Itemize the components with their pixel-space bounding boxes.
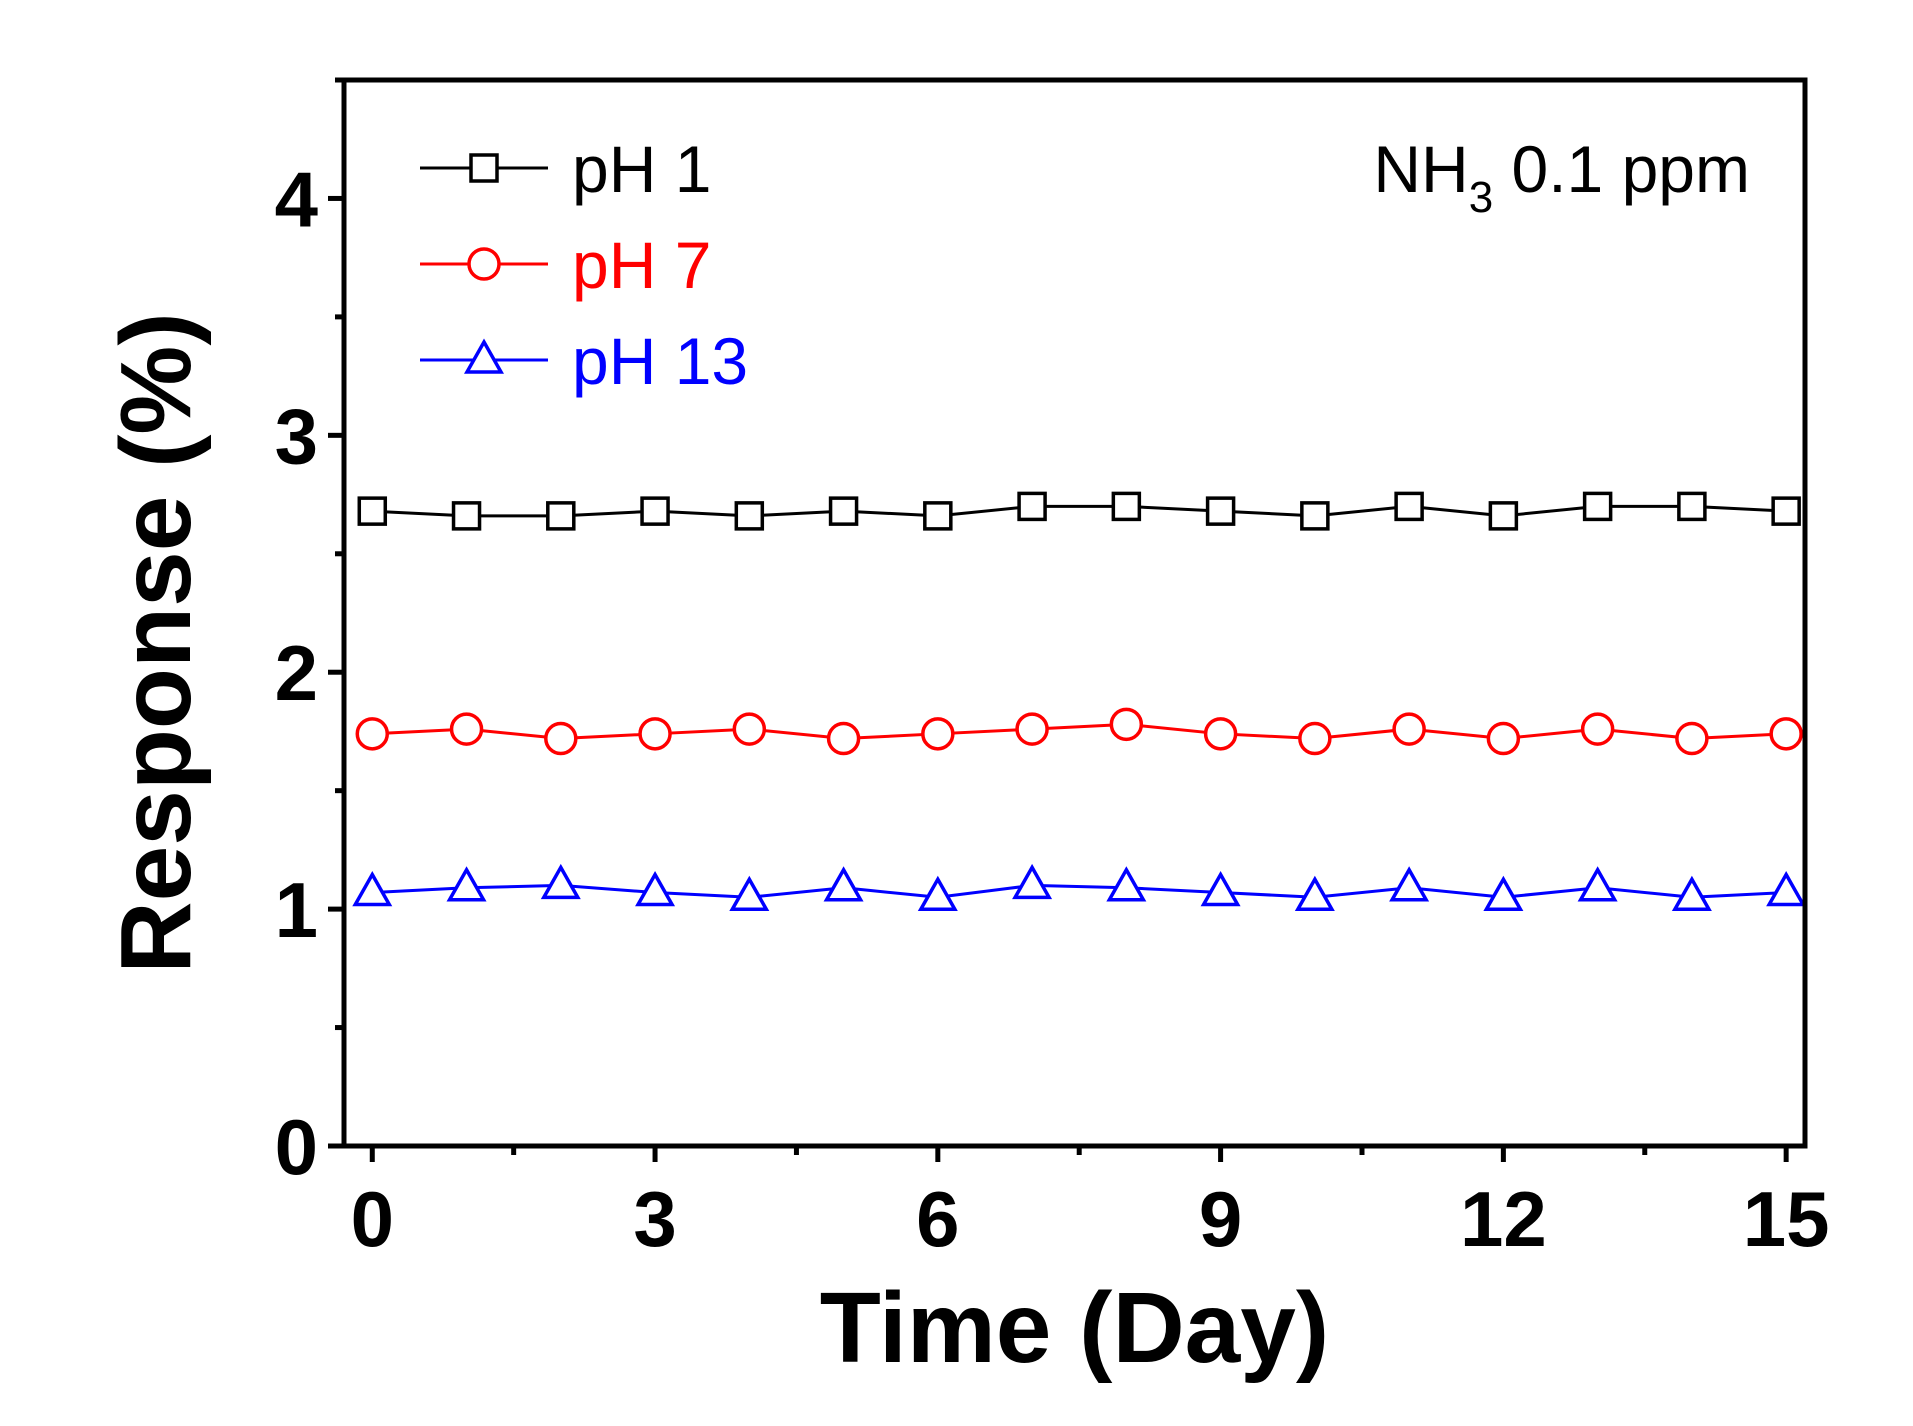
- plot-area-frame: [341, 77, 1808, 1149]
- legend-entry-ph-13: pH 13: [420, 324, 748, 398]
- data-point-ph-7: [1675, 721, 1709, 756]
- data-point-ph-7: [1580, 712, 1615, 746]
- data-point-ph-13: [1106, 866, 1147, 902]
- data-point-ph-1: [451, 501, 482, 531]
- x-tick-label: 3: [633, 1175, 676, 1263]
- data-point-ph-13: [1294, 875, 1335, 912]
- legend-marker-ph-7: [467, 247, 501, 281]
- series-layer: [352, 491, 1807, 912]
- series-ph-7: [355, 707, 1803, 756]
- data-point-ph-13: [446, 866, 487, 902]
- data-point-ph-13: [1200, 870, 1241, 907]
- data-point-ph-1: [546, 501, 576, 531]
- series-ph-13: [352, 863, 1807, 912]
- y-tick-label: 2: [275, 629, 318, 717]
- legend-label-ph-7: pH 7: [572, 228, 711, 302]
- legend-entry-ph-7: pH 7: [420, 228, 711, 302]
- gas-concentration-annotation: NH3 0.1 ppm: [1373, 132, 1750, 222]
- data-point-ph-1: [1205, 496, 1236, 526]
- data-point-ph-1: [1300, 501, 1330, 531]
- series-line-ph-13: [372, 883, 1787, 899]
- data-point-ph-1: [1771, 496, 1801, 526]
- data-point-ph-7: [826, 721, 861, 756]
- data-point-ph-13: [1766, 870, 1807, 907]
- data-point-ph-13: [1483, 875, 1524, 912]
- data-point-ph-13: [823, 866, 864, 902]
- legend-marker-ph-13: [463, 338, 505, 374]
- data-point-ph-13: [635, 870, 676, 907]
- legend-marker-ph-1: [469, 153, 499, 183]
- legend-label-ph-13: pH 13: [572, 324, 748, 398]
- data-point-ph-7: [1486, 721, 1521, 756]
- series-line-ph-1: [372, 504, 1787, 518]
- data-point-ph-1: [1488, 501, 1519, 531]
- annotation-subscript: 3: [1469, 173, 1493, 222]
- data-point-ph-1: [1111, 491, 1142, 522]
- data-point-ph-7: [638, 717, 672, 751]
- data-point-ph-1: [734, 501, 765, 531]
- data-point-ph-1: [640, 496, 670, 526]
- data-point-ph-13: [729, 875, 770, 912]
- y-tick-label: 1: [275, 866, 318, 954]
- data-point-ph-7: [1109, 707, 1144, 742]
- y-tick-label: 3: [275, 392, 318, 480]
- annotation-rest: 0.1 ppm: [1493, 132, 1750, 206]
- data-point-ph-13: [1389, 866, 1430, 902]
- data-point-ph-13: [1671, 875, 1712, 912]
- data-point-ph-7: [732, 712, 767, 746]
- data-point-ph-7: [1203, 717, 1238, 751]
- data-point-ph-1: [828, 496, 859, 526]
- data-point-ph-1: [357, 496, 388, 526]
- data-point-ph-7: [1298, 721, 1332, 756]
- data-point-ph-13: [540, 863, 581, 900]
- x-tick-label: 6: [916, 1175, 959, 1263]
- data-point-ph-13: [1577, 866, 1618, 902]
- legend-entry-ph-1: pH 1: [420, 132, 711, 206]
- data-point-ph-7: [1392, 712, 1426, 746]
- y-axis-title: Response (%): [100, 312, 212, 973]
- x-tick-label: 15: [1743, 1175, 1830, 1263]
- data-point-ph-13: [917, 875, 958, 912]
- x-tick-label: 9: [1199, 1175, 1242, 1263]
- y-tick-label: 4: [275, 155, 318, 243]
- data-point-ph-13: [352, 870, 393, 907]
- data-point-ph-7: [1769, 717, 1803, 751]
- legend-label-ph-1: pH 1: [572, 132, 711, 206]
- data-point-ph-7: [1015, 712, 1049, 746]
- y-tick-label: 0: [275, 1103, 318, 1191]
- annotation-main: NH: [1373, 132, 1468, 206]
- data-point-ph-1: [1017, 491, 1047, 522]
- data-point-ph-13: [1012, 863, 1053, 900]
- x-tick-label: 12: [1460, 1175, 1547, 1263]
- series-ph-1: [357, 491, 1801, 531]
- data-point-ph-1: [1394, 491, 1424, 522]
- data-point-ph-1: [923, 501, 953, 531]
- legend: pH 1 pH 7 pH 13: [420, 132, 748, 398]
- series-line-ph-7: [372, 722, 1787, 741]
- data-point-ph-7: [921, 717, 955, 751]
- data-point-ph-7: [355, 717, 390, 751]
- x-axis-title: Time (Day): [820, 1272, 1329, 1384]
- data-point-ph-7: [449, 712, 484, 746]
- data-point-ph-1: [1677, 491, 1707, 522]
- data-point-ph-7: [544, 721, 578, 756]
- x-tick-label: 0: [351, 1175, 394, 1263]
- data-point-ph-1: [1582, 491, 1613, 522]
